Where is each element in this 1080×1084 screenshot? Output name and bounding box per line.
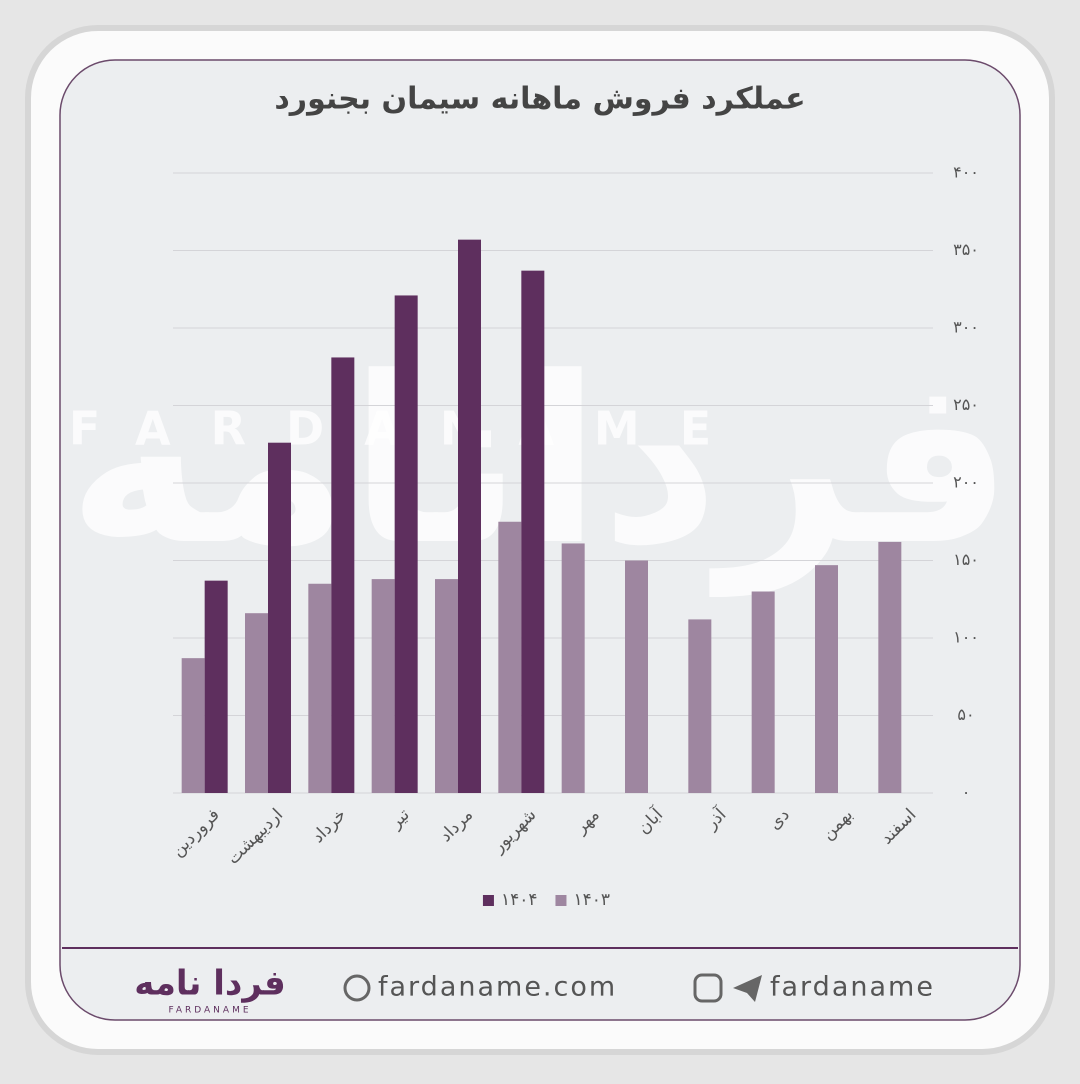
globe-icon	[343, 974, 371, 1002]
bar	[371, 579, 395, 793]
bar	[245, 613, 268, 793]
footer-website: fardaname.com	[378, 972, 617, 1003]
bar	[625, 560, 648, 793]
y-tick-label: ۱۵۰	[953, 550, 979, 569]
bar	[204, 580, 228, 793]
y-tick-label: ۴۰۰	[953, 163, 979, 182]
bar	[688, 619, 712, 793]
legend-label: ۱۴۰۴	[501, 890, 538, 910]
watermark-latin: FARDANAME	[69, 402, 751, 456]
bar	[268, 442, 291, 793]
bar	[458, 239, 481, 793]
bar	[435, 579, 458, 793]
y-tick-label: ۳۰۰	[953, 318, 979, 337]
bar	[815, 565, 838, 793]
bar	[751, 591, 775, 793]
y-tick-label: ۲۵۰	[953, 395, 979, 414]
chart-title: عملکرد فروش ماهانه سیمان بجنورد	[274, 82, 805, 117]
bar	[521, 270, 545, 793]
y-tick-label: ۰	[962, 783, 971, 802]
y-tick-label: ۱۰۰	[953, 628, 979, 647]
telegram-icon	[733, 975, 762, 1002]
y-tick-label: ۲۰۰	[953, 473, 979, 492]
bar	[331, 357, 355, 793]
bar	[561, 543, 585, 793]
bar	[181, 658, 205, 793]
footer-handle: fardaname	[770, 972, 935, 1003]
legend-swatch	[555, 895, 567, 906]
bar	[308, 583, 332, 793]
legend-swatch	[482, 895, 494, 906]
instagram-icon	[693, 973, 723, 1003]
bar	[498, 521, 522, 793]
y-tick-label: ۳۵۰	[953, 240, 979, 259]
legend-label: ۱۴۰۳	[573, 890, 610, 910]
footer-logo-latin: FARDANAME	[168, 1006, 251, 1016]
y-tick-label: ۵۰	[957, 705, 974, 724]
bar	[394, 295, 418, 793]
footer-logo: فردا نامه	[134, 964, 286, 1004]
bar	[878, 541, 902, 793]
